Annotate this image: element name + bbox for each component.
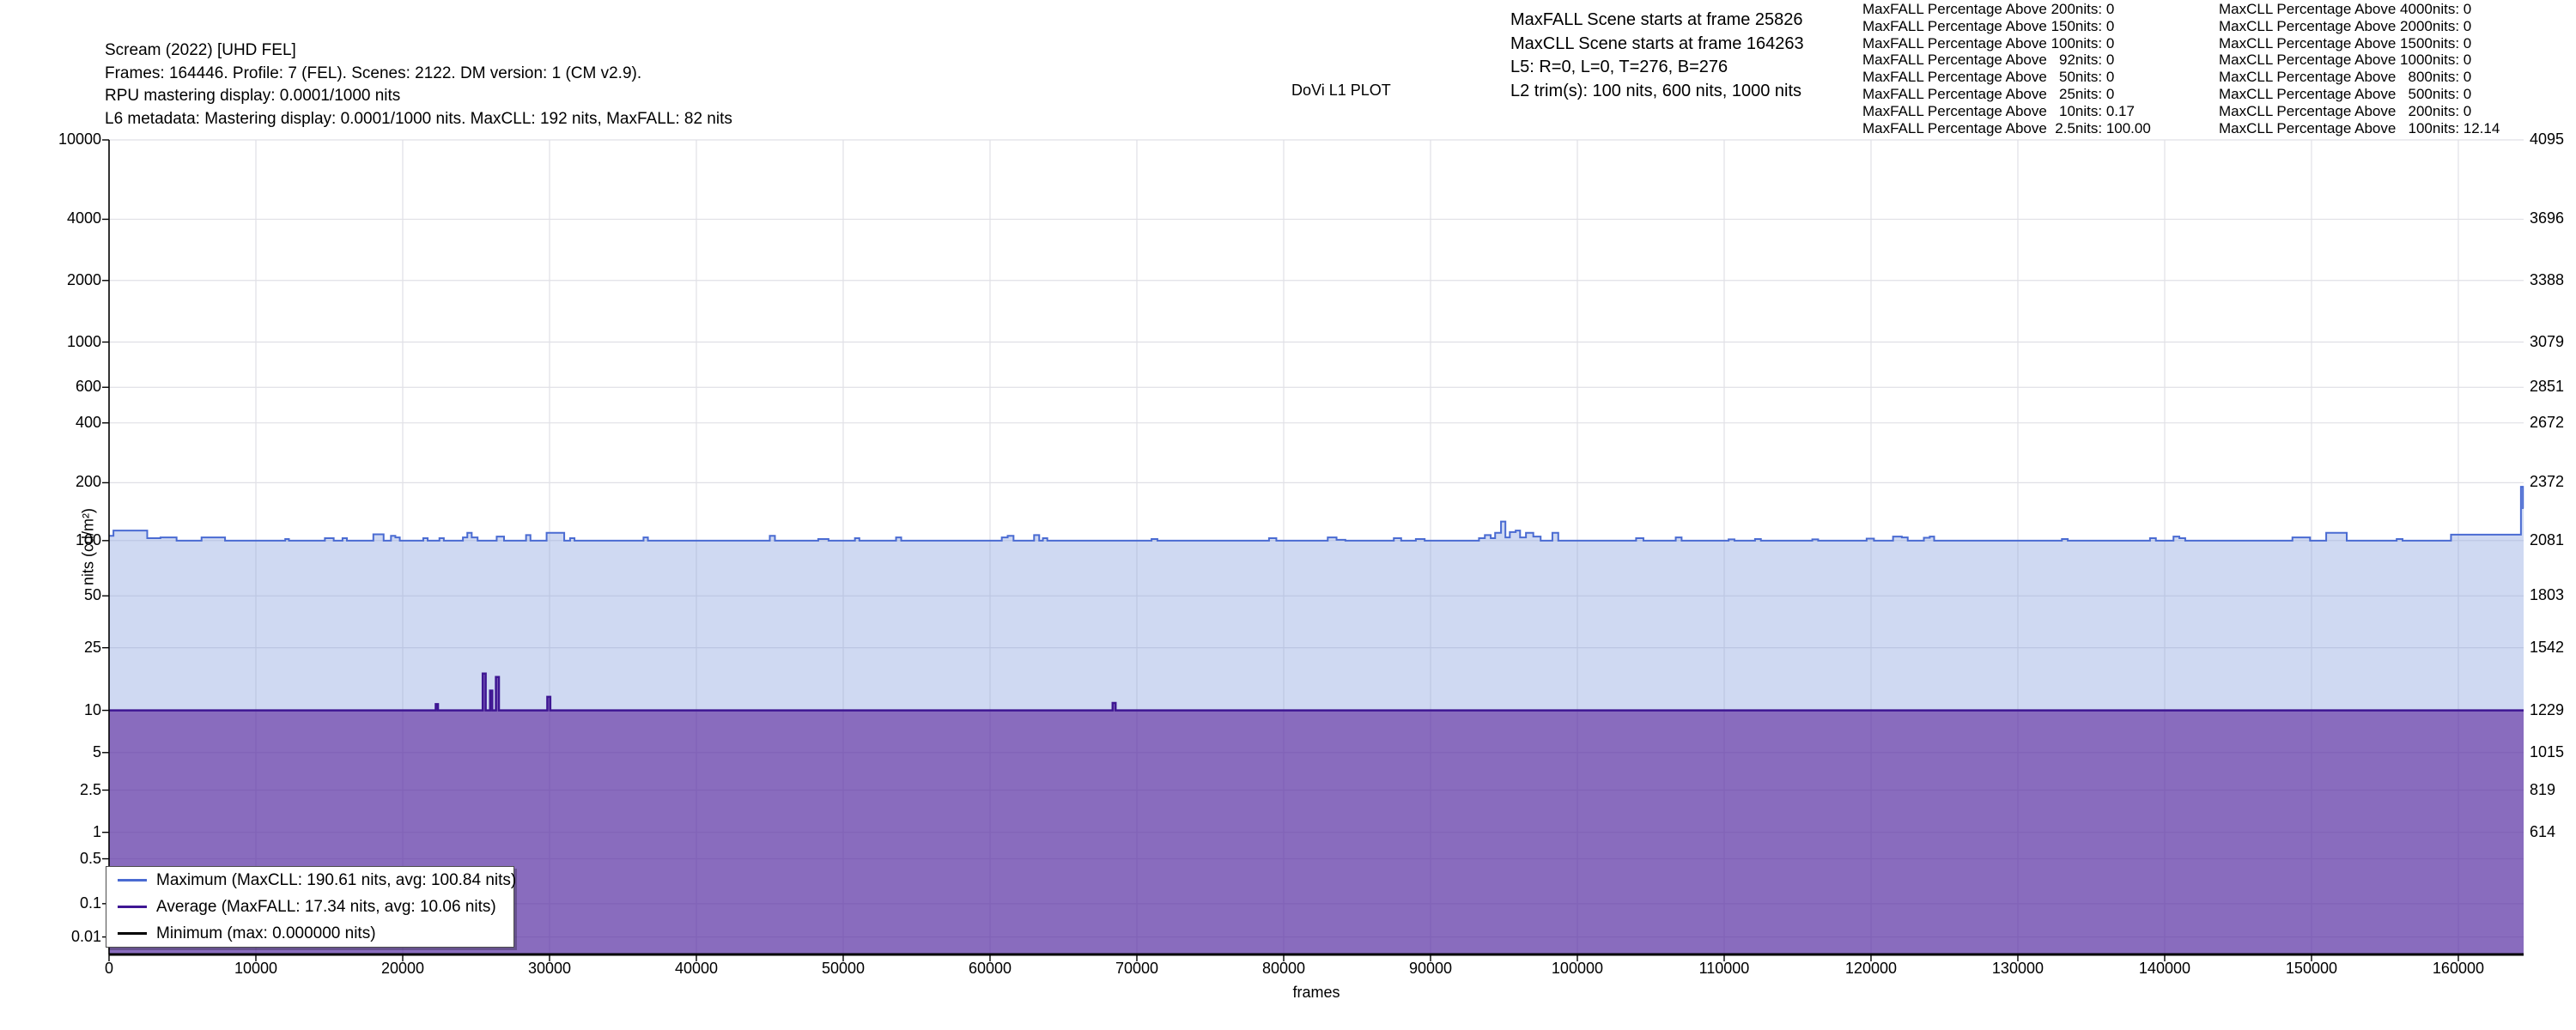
l5-offsets-line: L5: R=0, L=0, T=276, B=276 — [1510, 58, 1728, 76]
l6-metadata-line: L6 metadata: Mastering display: 0.0001/1… — [105, 109, 732, 128]
legend-label-maximum: Maximum (MaxCLL: 190.61 nits, avg: 100.8… — [156, 870, 517, 889]
x-tick-label-frame: 30000 — [527, 960, 572, 977]
y-tick-label-nits: 5 — [92, 742, 101, 760]
maxfall-pct-line: MaxFALL Percentage Above 100nits: 0 — [1862, 34, 2115, 52]
y-tick-label-nits: 600 — [75, 378, 101, 396]
y-tick-label-nits: 0.5 — [79, 849, 101, 867]
x-tick-label-frame: 60000 — [968, 960, 1012, 977]
y-tick-label-pq-code: 1542 — [2530, 638, 2565, 656]
x-tick-label-frame: 140000 — [2138, 960, 2190, 977]
y-tick-label-nits: 4000 — [66, 209, 101, 227]
legend-box: Maximum (MaxCLL: 190.61 nits, avg: 100.8… — [106, 866, 517, 948]
y-tick-label-nits: 0.1 — [79, 894, 101, 912]
y-tick-label-nits: 1000 — [66, 332, 101, 350]
x-tick-label-frame: 50000 — [821, 960, 866, 977]
y-tick-label-pq-code: 3388 — [2530, 270, 2565, 288]
maxfall-pct-line: MaxFALL Percentage Above 10nits: 0.17 — [1862, 102, 2135, 119]
x-tick-label-frame: 0 — [104, 960, 113, 977]
legend-row-average: Average (MaxFALL: 17.34 nits, avg: 10.06… — [106, 894, 513, 920]
y-tick-label-pq-code: 2851 — [2530, 378, 2565, 396]
maxfall-pct-line: MaxFALL Percentage Above 50nits: 0 — [1862, 69, 2115, 86]
average-line-swatch — [118, 906, 147, 908]
x-tick-label-frame: 20000 — [380, 960, 425, 977]
y-tick-label-nits: 1 — [92, 822, 101, 840]
x-tick-label-frame: 130000 — [1991, 960, 2044, 977]
frames-profile-line: Frames: 164446. Profile: 7 (FEL). Scenes… — [105, 64, 642, 82]
y-tick-label-pq-code: 1015 — [2530, 742, 2565, 760]
y-tick-label-nits: 0.01 — [70, 927, 101, 945]
maxcll-scene-line: MaxCLL Scene starts at frame 164263 — [1510, 33, 1804, 53]
maxcll-pct-line: MaxCLL Percentage Above 200nits: 0 — [2219, 102, 2472, 119]
y-tick-label-pq-code: 3079 — [2530, 332, 2565, 350]
maxcll-pct-line: MaxCLL Percentage Above 500nits: 0 — [2219, 85, 2472, 102]
maxcll-pct-line: MaxCLL Percentage Above 4000nits: 0 — [2219, 1, 2472, 17]
maxcll-pct-line: MaxCLL Percentage Above 100nits: 12.14 — [2219, 119, 2500, 136]
x-tick-label-frame: 100000 — [1551, 960, 1603, 977]
y-tick-label-nits: 100 — [75, 530, 101, 548]
plot-title: DoVi L1 PLOT — [1291, 82, 1391, 99]
maxcll-pct-line: MaxCLL Percentage Above 1500nits: 0 — [2219, 34, 2472, 52]
y-tick-label-pq-code: 2672 — [2530, 413, 2565, 431]
maxfall-pct-line: MaxFALL Percentage Above 92nits: 0 — [1862, 52, 2115, 69]
y-tick-label-nits: 25 — [83, 638, 101, 656]
y-tick-label-pq-code: 3696 — [2530, 209, 2565, 227]
legend-row-minimum: Minimum (max: 0.000000 nits) — [106, 920, 513, 947]
maxcll-pct-line: MaxCLL Percentage Above 2000nits: 0 — [2219, 17, 2472, 34]
y-tick-label-pq-code: 2372 — [2530, 473, 2565, 491]
x-tick-label-frame: 70000 — [1115, 960, 1159, 977]
y-tick-label-nits: 2000 — [66, 270, 101, 288]
y-tick-label-nits: 2.5 — [79, 780, 101, 798]
maximum-line-swatch — [118, 879, 147, 882]
legend-label-average: Average (MaxFALL: 17.34 nits, avg: 10.06… — [156, 897, 496, 916]
maxcll-pct-line: MaxCLL Percentage Above 800nits: 0 — [2219, 69, 2472, 86]
x-tick-label-frame: 80000 — [1261, 960, 1306, 977]
l2-trims-line: L2 trim(s): 100 nits, 600 nits, 1000 nit… — [1510, 81, 1802, 100]
scene-info-block: MaxFALL Scene starts at frame 25826 MaxC… — [1510, 9, 1804, 103]
y-tick-label-pq-code: 1229 — [2530, 700, 2565, 718]
y-tick-label-pq-code: 2081 — [2530, 530, 2565, 548]
x-tick-label-frame: 40000 — [674, 960, 719, 977]
maxfall-pct-line: MaxFALL Percentage Above 25nits: 0 — [1862, 85, 2115, 102]
y-tick-label-nits: 400 — [75, 413, 101, 431]
maxcll-pct-line: MaxCLL Percentage Above 1000nits: 0 — [2219, 52, 2472, 69]
x-tick-label-frame: 160000 — [2432, 960, 2484, 977]
x-axis-label: frames — [1292, 984, 1340, 1001]
x-tick-label-frame: 90000 — [1408, 960, 1453, 977]
minimum-line-swatch — [118, 932, 147, 935]
maxfall-pct-line: MaxFALL Percentage Above 200nits: 0 — [1862, 1, 2115, 17]
maxfall-pct-line: MaxFALL Percentage Above 150nits: 0 — [1862, 17, 2115, 34]
y-tick-label-pq-code: 4095 — [2530, 130, 2565, 148]
y-tick-label-pq-code: 1803 — [2530, 586, 2565, 604]
legend-row-maximum: Maximum (MaxCLL: 190.61 nits, avg: 100.8… — [106, 867, 517, 894]
maxfall-percentage-list: MaxFALL Percentage Above 200nits: 0 MaxF… — [1862, 1, 2151, 136]
y-tick-label-pq-code: 614 — [2530, 822, 2556, 840]
y-tick-label-pq-code: 819 — [2530, 780, 2556, 798]
rpu-mastering-line: RPU mastering display: 0.0001/1000 nits — [105, 87, 401, 105]
legend-label-minimum: Minimum (max: 0.000000 nits) — [156, 924, 376, 942]
y-tick-label-nits: 50 — [83, 586, 101, 604]
maxfall-scene-line: MaxFALL Scene starts at frame 25826 — [1510, 10, 1803, 29]
movie-title: Scream (2022) [UHD FEL] — [105, 41, 296, 59]
x-tick-label-frame: 10000 — [234, 960, 278, 977]
title-block: Scream (2022) [UHD FEL] Frames: 164446. … — [105, 39, 732, 130]
maxcll-percentage-list: MaxCLL Percentage Above 4000nits: 0 MaxC… — [2219, 1, 2500, 136]
y-tick-label-nits: 200 — [75, 473, 101, 491]
x-tick-label-frame: 120000 — [1844, 960, 1897, 977]
maxfall-pct-line: MaxFALL Percentage Above 2.5nits: 100.00 — [1862, 119, 2151, 136]
y-tick-label-nits: 10 — [83, 700, 101, 718]
y-tick-label-nits: 10000 — [58, 130, 101, 148]
x-tick-label-frame: 150000 — [2285, 960, 2337, 977]
x-tick-label-frame: 110000 — [1698, 960, 1750, 977]
